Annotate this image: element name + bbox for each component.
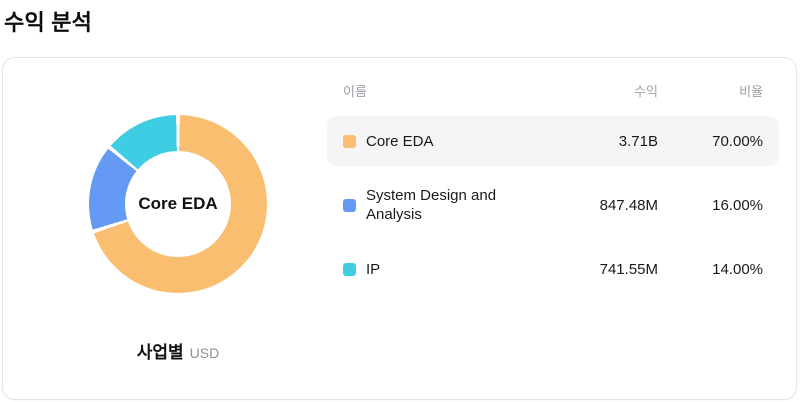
table-row[interactable]: Core EDA 3.71B 70.00% <box>327 116 779 166</box>
row-revenue: 847.48M <box>599 196 658 214</box>
series-swatch <box>343 134 356 148</box>
row-name: System Design and Analysis <box>366 187 497 223</box>
row-name: IP <box>366 260 381 278</box>
table-row[interactable]: IP 741.55M 14.00% <box>327 244 779 294</box>
row-ratio: 16.00% <box>712 196 763 214</box>
row-name: Core EDA <box>366 132 434 150</box>
header-ratio: 비율 <box>739 84 763 99</box>
chart-caption-label: 사업별 <box>136 343 184 362</box>
row-ratio: 70.00% <box>712 132 763 150</box>
table-row[interactable]: System Design and Analysis 847.48M 16.00… <box>327 180 779 230</box>
row-revenue: 3.71B <box>618 132 658 150</box>
donut-chart-area: Core EDA 사업별 USD <box>3 58 353 401</box>
row-revenue: 741.55M <box>599 260 658 278</box>
donut-center-label: Core EDA <box>138 194 218 213</box>
legend-table: 이름 수익 비율 Core EDA 3.71B 70.00% System De… <box>327 84 779 308</box>
donut-chart[interactable]: Core EDA <box>89 115 267 293</box>
series-swatch <box>343 198 356 212</box>
series-swatch <box>343 262 356 276</box>
header-revenue: 수익 <box>634 84 658 99</box>
revenue-analysis-card: Core EDA 사업별 USD 이름 수익 비율 Core EDA 3.71B … <box>2 57 797 400</box>
donut-hole: Core EDA <box>125 151 231 257</box>
row-ratio: 14.00% <box>712 260 763 278</box>
chart-caption: 사업별 USD <box>3 338 353 363</box>
page-title: 수익 분석 <box>4 10 93 35</box>
chart-caption-unit: USD <box>189 345 220 361</box>
legend-table-header: 이름 수익 비율 <box>327 84 779 100</box>
header-name: 이름 <box>343 84 367 99</box>
